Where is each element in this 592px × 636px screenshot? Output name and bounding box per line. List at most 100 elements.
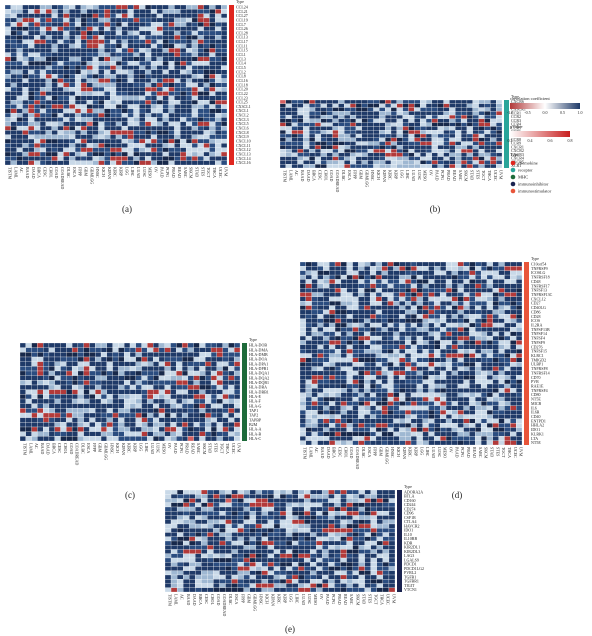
cell <box>449 133 456 138</box>
cell <box>216 384 223 390</box>
cell <box>311 349 318 354</box>
cell <box>127 151 134 157</box>
cell <box>466 133 473 138</box>
cell <box>486 375 493 380</box>
cell <box>375 296 382 302</box>
cell <box>463 331 470 337</box>
cell <box>317 353 324 358</box>
cell <box>498 314 505 319</box>
cell <box>299 436 306 441</box>
cell <box>496 152 503 157</box>
cell <box>69 78 76 83</box>
cell <box>486 366 493 372</box>
cell <box>375 305 382 311</box>
cell <box>369 349 377 354</box>
cell <box>405 401 412 406</box>
cell <box>475 266 482 271</box>
cell <box>162 121 169 127</box>
column-label: LUAD <box>150 443 155 454</box>
cell <box>416 414 423 419</box>
cell <box>469 266 476 271</box>
cell <box>234 408 241 414</box>
cell <box>344 156 351 161</box>
cell <box>317 440 324 446</box>
cell <box>191 130 198 135</box>
cell <box>381 362 388 367</box>
cell <box>121 13 128 19</box>
cell <box>191 82 198 88</box>
cell <box>221 82 228 88</box>
cell <box>150 43 158 49</box>
cell <box>431 164 438 169</box>
cell <box>199 370 206 376</box>
cell <box>451 309 458 315</box>
cell <box>54 403 61 409</box>
cell <box>297 133 304 138</box>
cell <box>285 148 292 154</box>
cell <box>180 130 187 135</box>
cell <box>69 56 76 62</box>
cell <box>141 431 148 437</box>
cell <box>498 388 505 393</box>
cell <box>210 426 217 432</box>
cell <box>375 423 382 428</box>
cell <box>150 91 158 96</box>
column-label: TGCT <box>481 170 486 181</box>
cell <box>305 440 312 446</box>
cell <box>346 436 353 441</box>
cell <box>358 314 365 319</box>
cell <box>510 405 517 411</box>
cell <box>145 108 152 114</box>
column-label: SARC <box>478 447 483 458</box>
cell <box>492 357 499 363</box>
cell <box>440 375 447 380</box>
cell <box>234 380 241 386</box>
cell <box>309 122 316 127</box>
cell <box>358 305 365 311</box>
cell <box>328 502 335 508</box>
cell <box>334 327 342 332</box>
cell <box>228 384 235 390</box>
cell <box>98 43 105 49</box>
cell <box>221 151 228 157</box>
cell <box>80 117 87 122</box>
cell <box>180 74 187 79</box>
cell <box>410 414 417 419</box>
cell <box>191 35 198 40</box>
cell <box>299 440 306 446</box>
cell <box>104 74 111 79</box>
cell <box>475 427 482 433</box>
cell <box>129 431 136 437</box>
cell <box>100 408 107 414</box>
cell <box>463 383 470 389</box>
column-label: KIRC <box>127 443 132 453</box>
column-label: KIPAN <box>107 167 112 179</box>
cell <box>428 314 435 319</box>
cell <box>399 261 406 267</box>
cell <box>451 301 458 306</box>
cell <box>463 410 470 415</box>
cell <box>34 4 41 10</box>
cell <box>364 270 371 276</box>
cell <box>216 417 223 423</box>
cell <box>451 292 458 297</box>
cell <box>176 502 184 508</box>
cell <box>162 91 169 96</box>
cell <box>174 156 181 161</box>
cell <box>297 145 304 150</box>
cell <box>168 138 175 144</box>
cell <box>311 327 318 332</box>
cell <box>57 43 64 49</box>
cell <box>381 301 388 306</box>
cell <box>28 100 35 105</box>
cell <box>358 379 365 385</box>
cell <box>176 347 183 353</box>
cell <box>145 26 152 32</box>
cell <box>95 352 102 358</box>
cell <box>150 82 158 88</box>
cell <box>51 4 58 10</box>
cell <box>440 396 447 402</box>
cell <box>185 117 193 122</box>
cell <box>449 111 456 116</box>
cell <box>358 370 365 376</box>
